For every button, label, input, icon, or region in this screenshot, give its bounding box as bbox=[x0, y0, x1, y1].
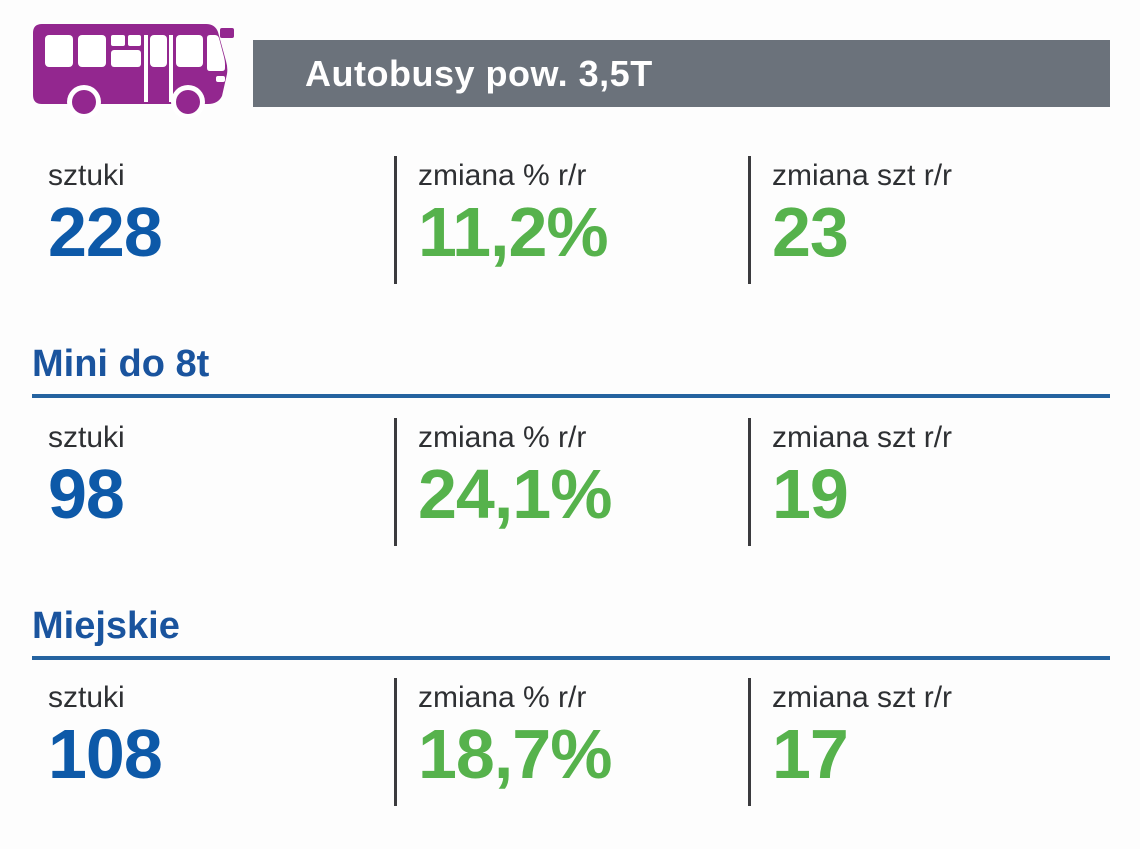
stat-label: sztuki bbox=[48, 159, 125, 192]
stat-value: 98 bbox=[48, 454, 125, 533]
stat-label: zmiana szt r/r bbox=[772, 681, 953, 714]
stat-change-percent-mini: zmiana % r/r 24,1% bbox=[394, 418, 748, 546]
stat-label: zmiana % r/r bbox=[418, 421, 587, 454]
stat-change-percent-miejskie: zmiana % r/r 18,7% bbox=[394, 678, 748, 806]
stat-change-units-total: zmiana szt r/r 23 bbox=[748, 156, 1110, 284]
stat-units-total: sztuki 228 bbox=[48, 156, 394, 284]
stat-value: 19 bbox=[772, 454, 849, 533]
page-title: Autobusy pow. 3,5T bbox=[305, 52, 653, 94]
stats-row-total: sztuki 228 zmiana % r/r 11,2% zmiana szt… bbox=[48, 156, 1110, 284]
stat-value: 18,7% bbox=[418, 714, 612, 793]
stat-value: 228 bbox=[48, 192, 163, 271]
section-title-mini: Mini do 8t bbox=[32, 343, 210, 385]
stat-change-units-miejskie: zmiana szt r/r 17 bbox=[748, 678, 1110, 806]
stat-change-units-mini: zmiana szt r/r 19 bbox=[748, 418, 1110, 546]
stat-value: 11,2% bbox=[418, 192, 609, 271]
section-rule-miejskie bbox=[32, 656, 1110, 660]
stat-label: zmiana % r/r bbox=[418, 159, 587, 192]
stat-value: 108 bbox=[48, 714, 163, 793]
stat-units-mini: sztuki 98 bbox=[48, 418, 394, 546]
stat-change-percent-total: zmiana % r/r 11,2% bbox=[394, 156, 748, 284]
stat-value: 17 bbox=[772, 714, 849, 793]
header-banner: Autobusy pow. 3,5T bbox=[253, 40, 1110, 107]
stat-units-miejskie: sztuki 108 bbox=[48, 678, 394, 806]
stat-value: 23 bbox=[772, 192, 849, 271]
stat-label: zmiana szt r/r bbox=[772, 159, 953, 192]
stat-value: 24,1% bbox=[418, 454, 612, 533]
stats-row-miejskie: sztuki 108 zmiana % r/r 18,7% zmiana szt… bbox=[48, 678, 1110, 806]
stat-label: sztuki bbox=[48, 421, 125, 454]
section-rule-mini bbox=[32, 394, 1110, 398]
stat-label: sztuki bbox=[48, 681, 125, 714]
stat-label: zmiana szt r/r bbox=[772, 421, 953, 454]
stat-label: zmiana % r/r bbox=[418, 681, 587, 714]
bus-icon bbox=[33, 24, 234, 118]
stats-row-mini: sztuki 98 zmiana % r/r 24,1% zmiana szt … bbox=[48, 418, 1110, 546]
section-title-miejskie: Miejskie bbox=[32, 605, 180, 647]
